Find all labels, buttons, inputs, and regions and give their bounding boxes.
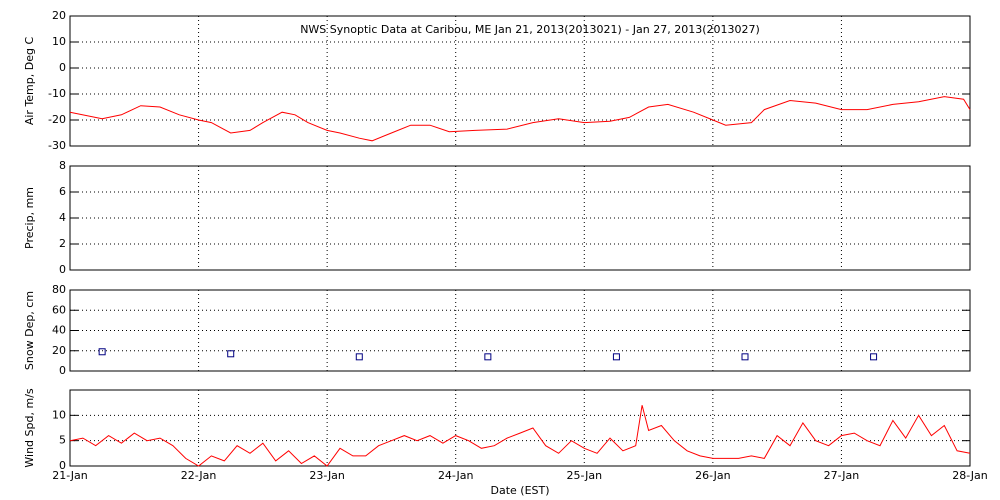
y-tick-label: -20 (48, 113, 66, 126)
data-point (741, 353, 749, 361)
y-tick-label: 20 (52, 344, 66, 357)
y-tick-label: 8 (59, 159, 66, 172)
y-tick-label: 60 (52, 303, 66, 316)
y-axis-label: Wind Spd, m/s (23, 388, 36, 468)
x-tick-label: 27-Jan (824, 469, 860, 482)
data-point (612, 353, 620, 361)
data-point (870, 353, 878, 361)
chart-title: NWS Synoptic Data at Caribou, ME Jan 21,… (300, 23, 760, 36)
y-tick-label: 10 (52, 408, 66, 421)
x-tick-label: 25-Jan (567, 469, 603, 482)
y-axis-label: Snow Dep, cm (23, 291, 36, 370)
y-axis-label: Air Temp, Deg C (23, 37, 36, 126)
y-tick-label: 10 (52, 35, 66, 48)
x-tick-label: 22-Jan (181, 469, 217, 482)
plot-frame (69, 15, 971, 147)
x-tick-label: 23-Jan (309, 469, 345, 482)
y-tick-label: 0 (59, 459, 66, 472)
x-tick-label: 21-Jan (52, 469, 88, 482)
data-point (484, 353, 492, 361)
y-tick-label: 6 (59, 185, 66, 198)
y-tick-label: 4 (59, 211, 66, 224)
x-tick-label: 28-Jan (952, 469, 988, 482)
y-tick-label: 80 (52, 283, 66, 296)
data-point (227, 350, 235, 358)
data-point (355, 353, 363, 361)
y-tick-label: 20 (52, 9, 66, 22)
data-point (98, 348, 106, 356)
plot-frame (69, 289, 971, 372)
y-tick-label: 2 (59, 237, 66, 250)
x-tick-label: 24-Jan (438, 469, 474, 482)
y-tick-label: 0 (59, 364, 66, 377)
x-tick-label: 26-Jan (695, 469, 731, 482)
plot-frame (69, 389, 971, 467)
y-tick-label: 0 (59, 263, 66, 276)
plot-frame (69, 165, 971, 271)
y-tick-label: 0 (59, 61, 66, 74)
y-tick-label: -10 (48, 87, 66, 100)
y-tick-label: 40 (52, 324, 66, 337)
y-tick-label: 5 (59, 434, 66, 447)
y-axis-label: Precip, mm (23, 187, 36, 249)
y-tick-label: -30 (48, 139, 66, 152)
x-axis-label: Date (EST) (490, 484, 549, 497)
data-line (69, 96, 971, 142)
data-line (69, 405, 971, 467)
